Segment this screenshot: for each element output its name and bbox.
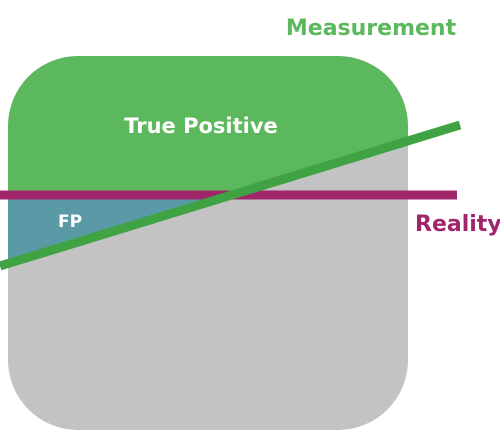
measurement-label: Measurement — [286, 16, 457, 41]
measurement-line — [0, 120, 462, 271]
false-positive-label: FP — [58, 212, 82, 232]
true-positive-label: True Positive — [124, 114, 278, 138]
reality-label: Reality — [415, 212, 500, 237]
